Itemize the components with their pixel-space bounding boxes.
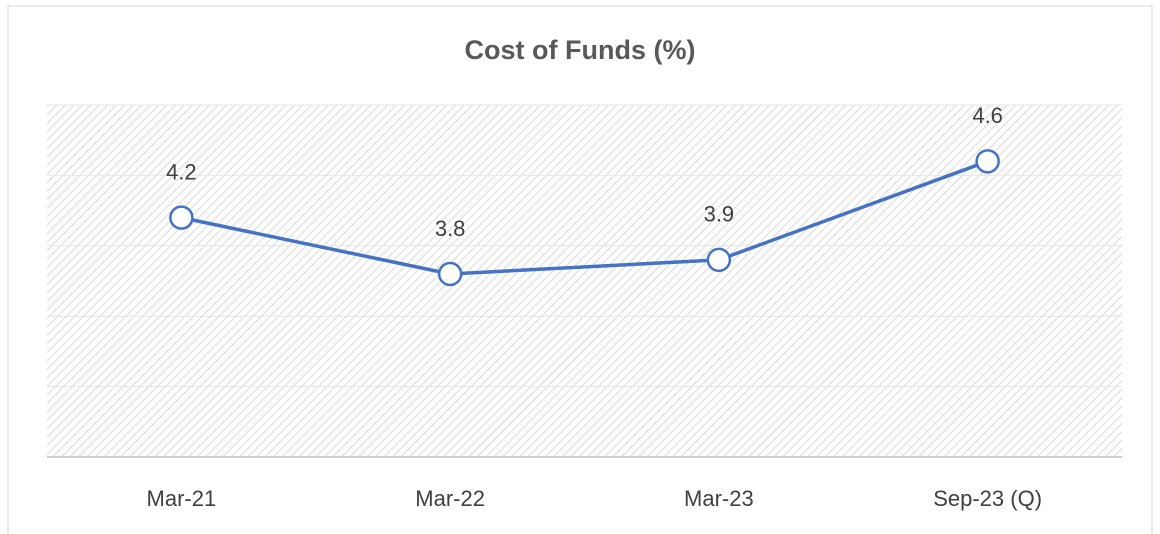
chart-title: Cost of Funds (%) — [465, 35, 696, 65]
x-tick-label: Mar-21 — [147, 486, 217, 511]
data-label: 4.6 — [972, 103, 1003, 128]
data-label: 3.9 — [704, 202, 735, 227]
plot-area — [47, 105, 1122, 457]
x-tick-label: Sep-23 (Q) — [933, 486, 1042, 511]
marker — [169, 205, 194, 230]
marker — [437, 261, 463, 287]
data-label: 4.2 — [166, 159, 197, 184]
marker — [706, 247, 732, 273]
line — [181, 159, 989, 276]
x-tick-label: Mar-22 — [415, 486, 485, 511]
data-label: 3.8 — [435, 216, 466, 241]
x-tick-label: Mar-23 — [684, 486, 754, 511]
marker — [975, 149, 1000, 174]
